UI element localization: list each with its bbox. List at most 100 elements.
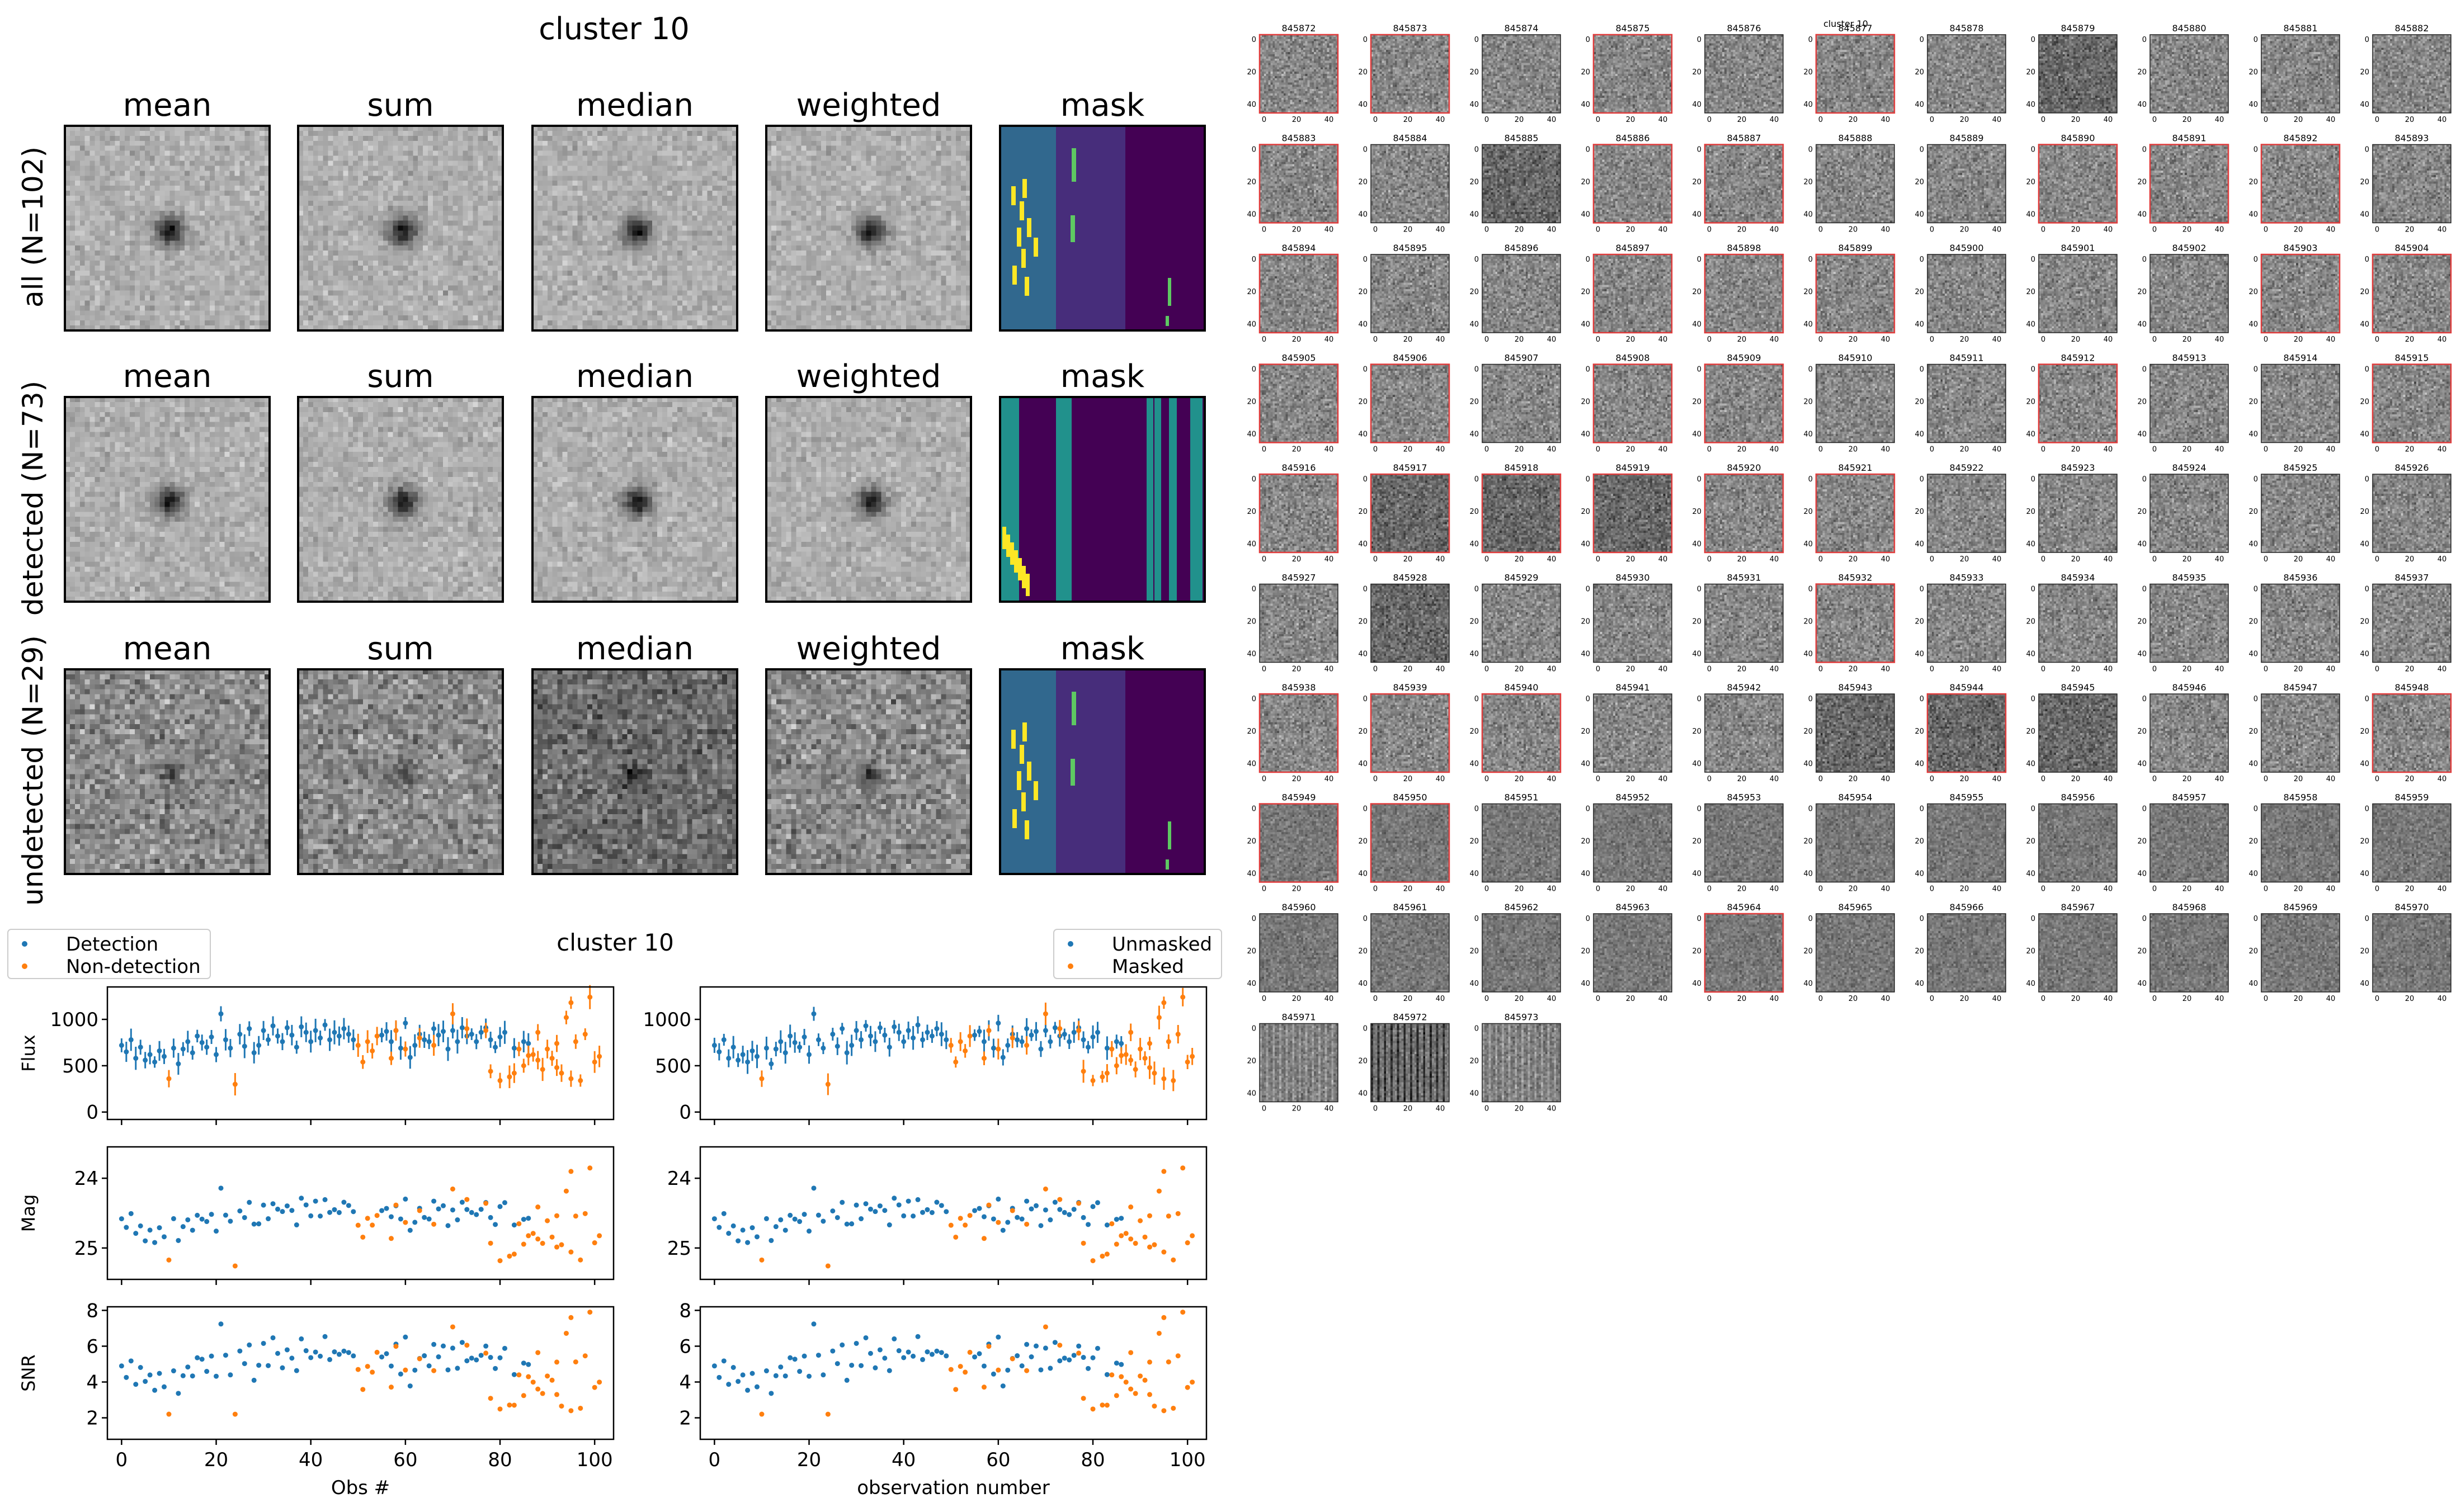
data-point bbox=[953, 1387, 959, 1392]
data-point bbox=[754, 1384, 760, 1390]
cutout-image bbox=[1482, 804, 1560, 882]
cutout-image bbox=[1927, 584, 2006, 663]
cutout-y-tick: 40 bbox=[1803, 431, 1813, 439]
cutout-image bbox=[1816, 254, 1894, 333]
data-point bbox=[223, 1037, 228, 1042]
column-title: mean bbox=[123, 87, 212, 124]
data-point bbox=[925, 1207, 930, 1212]
cutout-x-tick: 0 bbox=[1484, 446, 1489, 454]
cutout-x-tick: 0 bbox=[1707, 995, 1712, 1003]
cutout-x-tick: 20 bbox=[1849, 446, 1858, 454]
cutout-id: 845887 bbox=[1727, 133, 1761, 144]
row-label: undetected (N=29) bbox=[17, 635, 49, 906]
y-tick-label: 4 bbox=[86, 1372, 98, 1394]
cutout-frame bbox=[2038, 474, 2118, 553]
data-point bbox=[545, 1218, 550, 1223]
data-point bbox=[407, 1383, 413, 1389]
mask-image bbox=[1000, 669, 1205, 874]
cutout-image bbox=[1371, 144, 1449, 223]
data-point bbox=[963, 1222, 968, 1228]
data-point bbox=[745, 1059, 751, 1065]
cutout-y-tick: 40 bbox=[1358, 1090, 1368, 1098]
cutout-x-tick: 0 bbox=[1484, 116, 1489, 124]
column-title: mask bbox=[1060, 87, 1145, 124]
cutout-x-tick: 40 bbox=[2326, 226, 2336, 234]
cutout-image bbox=[1593, 914, 1672, 992]
data-point bbox=[788, 1212, 793, 1218]
legend-label: Masked bbox=[1112, 956, 1184, 978]
data-point bbox=[497, 1406, 503, 1412]
data-point bbox=[483, 1028, 489, 1033]
data-point bbox=[355, 1367, 361, 1372]
data-point bbox=[573, 1213, 578, 1219]
data-point bbox=[355, 1222, 361, 1228]
cutout-y-tick: 0 bbox=[1586, 585, 1590, 594]
mask-image bbox=[1000, 397, 1205, 602]
cutout-x-tick: 0 bbox=[2264, 336, 2268, 344]
data-point bbox=[313, 1349, 318, 1355]
cutout-x-tick: 20 bbox=[1403, 885, 1413, 894]
data-point bbox=[1024, 1198, 1030, 1204]
data-point bbox=[929, 1209, 935, 1215]
cutout-id: 845895 bbox=[1393, 243, 1427, 253]
data-point bbox=[1076, 1028, 1082, 1033]
cutout-y-tick: 20 bbox=[1469, 727, 1479, 736]
cutout-x-tick: 40 bbox=[2104, 555, 2113, 564]
data-point bbox=[1090, 1034, 1096, 1040]
cutout-y-tick: 40 bbox=[2360, 211, 2369, 219]
cutout-y-tick: 20 bbox=[1915, 947, 1924, 956]
cutout-x-tick: 20 bbox=[1515, 665, 1524, 674]
data-point bbox=[991, 1216, 996, 1222]
data-point bbox=[152, 1387, 158, 1393]
cutout-y-tick: 0 bbox=[1252, 805, 1256, 814]
cutout-y-tick: 20 bbox=[1358, 178, 1368, 187]
x-tick-label: 0 bbox=[116, 1449, 128, 1471]
cutout-x-tick: 0 bbox=[1484, 775, 1489, 783]
cutout-y-tick: 20 bbox=[2026, 178, 2035, 187]
cutout-frame bbox=[1927, 803, 2006, 883]
data-point bbox=[303, 1202, 309, 1208]
data-point bbox=[807, 1373, 812, 1379]
cutout-y-tick: 0 bbox=[1808, 695, 1813, 703]
cutout-x-tick: 40 bbox=[2104, 226, 2113, 234]
cutout-x-tick: 0 bbox=[1373, 116, 1378, 124]
column-title: sum bbox=[367, 87, 433, 124]
cutout-x-tick: 20 bbox=[2182, 446, 2192, 454]
data-point bbox=[161, 1053, 167, 1059]
cutout-id: 845942 bbox=[1727, 682, 1761, 693]
cutout-x-tick: 40 bbox=[1770, 226, 1779, 234]
mask-mark bbox=[1020, 201, 1024, 220]
data-point bbox=[526, 1233, 531, 1239]
cutout-x-tick: 20 bbox=[1737, 116, 1747, 124]
data-point bbox=[1038, 1367, 1044, 1373]
data-point bbox=[1005, 1220, 1011, 1225]
cutout-frame bbox=[2038, 803, 2118, 883]
data-point bbox=[526, 1216, 531, 1221]
cutout-x-tick: 40 bbox=[1436, 116, 1445, 124]
data-point bbox=[901, 1355, 907, 1360]
data-point bbox=[464, 1343, 470, 1348]
data-point bbox=[1119, 1374, 1124, 1379]
cutout-id: 845900 bbox=[1949, 243, 1983, 253]
cutout-id: 845923 bbox=[2061, 462, 2095, 473]
data-point bbox=[1166, 1213, 1171, 1219]
cutout-x-tick: 20 bbox=[1292, 665, 1302, 674]
cutout-x-tick: 20 bbox=[1737, 665, 1747, 674]
cutout-x-tick: 0 bbox=[1484, 995, 1489, 1003]
data-point bbox=[782, 1050, 788, 1056]
data-point bbox=[327, 1357, 333, 1362]
data-point bbox=[1123, 1231, 1129, 1236]
data-point bbox=[412, 1367, 418, 1373]
cutout-y-tick: 40 bbox=[1469, 760, 1479, 768]
data-point bbox=[275, 1033, 280, 1039]
cutout-y-tick: 20 bbox=[1915, 727, 1924, 736]
data-point bbox=[535, 1386, 541, 1392]
data-point bbox=[1138, 1373, 1143, 1379]
data-point bbox=[1090, 1355, 1096, 1360]
